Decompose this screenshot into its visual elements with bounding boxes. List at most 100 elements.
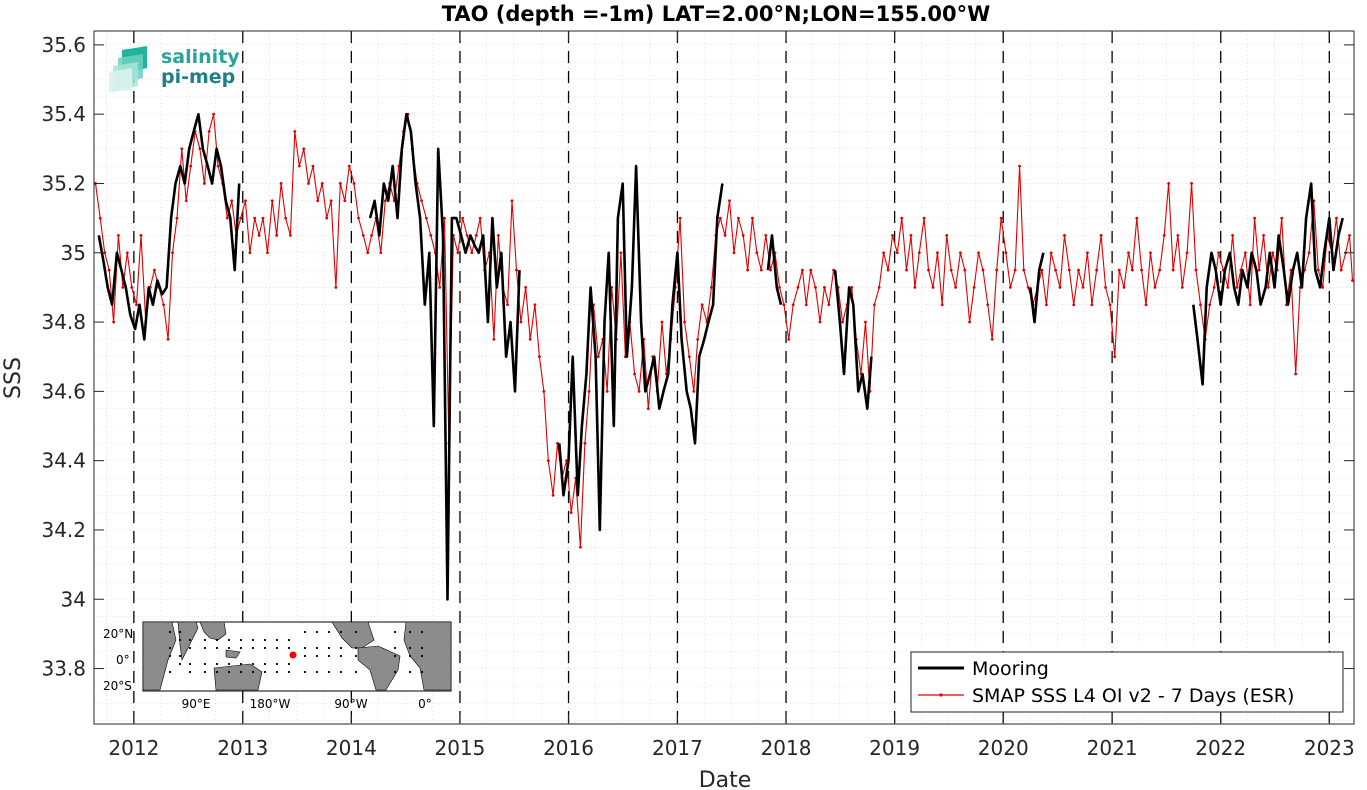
data-point-smap <box>1307 251 1311 255</box>
data-point-smap <box>917 251 921 255</box>
x-tick-label: 2015 <box>434 736 485 760</box>
data-point-smap <box>791 303 795 307</box>
data-point-smap <box>270 199 274 203</box>
data-point-smap <box>927 268 930 272</box>
data-point-smap <box>212 112 216 116</box>
map-dot <box>287 646 291 650</box>
data-point-smap <box>533 303 537 307</box>
data-point-smap <box>171 251 174 255</box>
data-point-smap <box>551 493 555 497</box>
data-point-smap <box>1158 268 1162 272</box>
data-point-smap <box>343 199 347 203</box>
y-tick-label: 34.4 <box>41 449 86 473</box>
map-dot <box>215 670 219 674</box>
data-point-smap <box>528 337 532 341</box>
data-point-smap <box>1171 268 1175 272</box>
map-dot <box>263 638 267 642</box>
data-point-smap <box>718 216 722 220</box>
data-point-smap <box>207 130 211 133</box>
data-point-smap <box>877 286 881 289</box>
data-point-smap <box>905 268 908 272</box>
map-lat-label-20n: 20°N <box>103 627 133 641</box>
data-point-smap <box>357 216 360 220</box>
map-lon-label-90e: 90°E <box>182 697 211 711</box>
plot-area <box>94 31 1354 724</box>
axis-ticks: 33.8 34 34.2 34.4 34.6 34.8 35 35.2 35.4 35.6 2012… <box>41 31 1355 760</box>
map-dot <box>315 630 319 634</box>
data-point-smap <box>478 216 482 220</box>
map-dot <box>287 670 291 674</box>
data-point-smap <box>288 234 292 237</box>
data-point-smap <box>1090 303 1094 307</box>
data-point-smap <box>162 303 166 307</box>
map-dot <box>339 654 343 658</box>
data-point-smap <box>320 182 324 185</box>
map-dot <box>275 638 279 642</box>
data-point-smap <box>850 286 854 289</box>
data-point-smap <box>1095 268 1099 272</box>
data-point-smap <box>1044 303 1048 307</box>
data-point-smap <box>596 355 600 359</box>
data-point-smap <box>443 216 446 220</box>
land-masses <box>142 621 452 691</box>
data-point-smap <box>542 389 546 393</box>
data-point-smap <box>737 216 740 220</box>
data-point-smap <box>180 147 184 151</box>
logo-text-salinity: salinity <box>161 46 240 68</box>
data-point-smap <box>506 303 509 307</box>
map-dot <box>188 662 192 666</box>
map-lat-label-20s: 20°S <box>103 679 132 693</box>
data-point-smap <box>184 199 188 203</box>
logo-text-pi-mep: pi-mep <box>161 66 235 88</box>
map-lon-label-0: 0° <box>418 697 432 711</box>
data-point-smap <box>257 234 261 237</box>
series-line-mooring <box>1192 182 1344 386</box>
map-dot <box>168 630 172 634</box>
data-point-smap <box>728 199 731 203</box>
data-point-smap <box>787 337 791 341</box>
data-point-smap <box>1266 286 1270 289</box>
data-point-smap <box>1248 303 1252 307</box>
data-point-smap <box>1167 182 1171 185</box>
data-point-smap <box>1351 279 1354 282</box>
data-point-smap <box>1235 286 1239 289</box>
map-dot <box>188 646 192 650</box>
data-point-smap <box>990 337 994 341</box>
map-dot <box>275 662 279 666</box>
data-point-smap <box>1149 251 1152 255</box>
data-point-smap <box>253 216 257 220</box>
salinity-pi-mep-logo: salinity pi-mep <box>109 46 240 92</box>
data-point-smap <box>1054 268 1057 272</box>
data-point-smap <box>769 268 772 272</box>
data-point-smap <box>275 234 279 237</box>
data-point-smap <box>424 216 428 220</box>
data-point-smap <box>968 320 972 324</box>
data-point-smap <box>98 216 102 220</box>
map-dot <box>408 670 412 674</box>
data-point-smap <box>818 320 822 324</box>
data-point-smap <box>230 199 234 203</box>
map-dot <box>327 654 331 658</box>
map-dot <box>227 662 231 666</box>
map-dot <box>251 638 255 642</box>
data-point-smap <box>1063 234 1066 237</box>
data-point-smap <box>537 355 541 359</box>
map-dot <box>393 630 397 634</box>
map-dot <box>239 670 243 674</box>
data-point-smap <box>135 303 138 307</box>
map-dot <box>354 670 358 674</box>
data-point-smap <box>1348 234 1351 237</box>
map-lat-label-0: 0° <box>116 653 130 667</box>
data-point-smap <box>945 234 949 237</box>
data-point-smap <box>325 216 329 220</box>
map-dot <box>263 662 267 666</box>
map-dot <box>303 654 307 658</box>
map-dot <box>215 662 219 666</box>
data-point-smap <box>814 286 817 289</box>
data-point-smap <box>1231 234 1235 237</box>
data-point-smap <box>954 286 958 289</box>
x-tick-label: 2014 <box>326 736 377 760</box>
map-dot <box>327 670 331 674</box>
data-point-smap <box>958 251 962 255</box>
map-dot <box>251 646 255 650</box>
